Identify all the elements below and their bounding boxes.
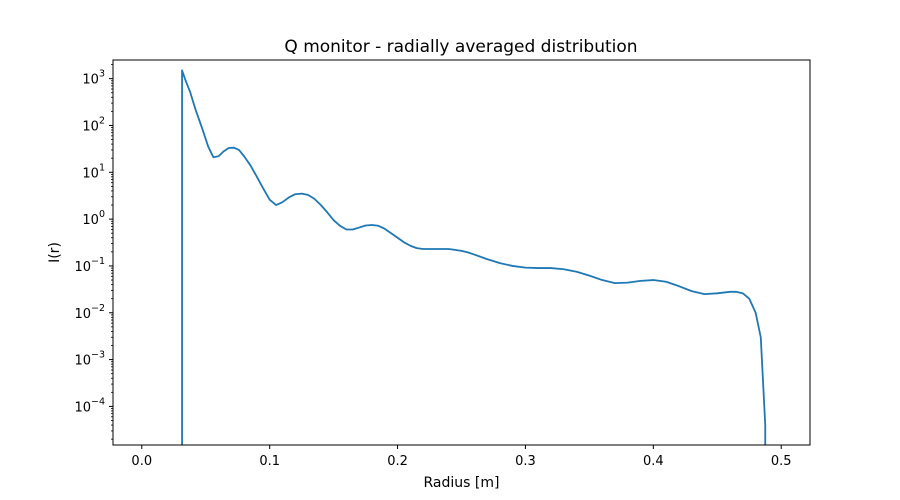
y-tick-label-exponent: −2	[91, 303, 105, 314]
y-axis-label: I(r)	[47, 242, 63, 263]
x-tick-label: 0.3	[515, 454, 536, 469]
y-tick-label-base: 10	[74, 354, 91, 369]
x-tick-label: 0.4	[643, 454, 664, 469]
y-tick-label: 10−1	[74, 256, 105, 275]
x-tick-label: 0.1	[259, 454, 280, 469]
y-tick-label-exponent: 0	[99, 209, 105, 220]
y-tick-label: 10−4	[74, 396, 105, 415]
plot-frame	[112, 59, 811, 446]
y-tick-label: 103	[82, 69, 105, 88]
x-axis-label: Radius [m]	[424, 475, 500, 491]
x-tick-label: 0.2	[387, 454, 408, 469]
y-tick-label-base: 10	[82, 213, 99, 228]
y-tick-label-base: 10	[82, 73, 99, 88]
y-tick-label: 101	[82, 162, 105, 181]
y-tick-label: 10−3	[74, 350, 105, 369]
x-tick-label: 0.5	[771, 454, 792, 469]
y-tick-label: 102	[82, 115, 105, 134]
y-tick-label-base: 10	[82, 166, 99, 181]
y-tick-label-base: 10	[82, 119, 99, 134]
chart-title: Q monitor - radially averaged distributi…	[284, 37, 637, 57]
x-tick-label: 0.0	[131, 454, 152, 469]
series-layer	[181, 69, 767, 445]
y-tick-label-exponent: 2	[99, 115, 105, 126]
y-tick-label-base: 10	[74, 260, 91, 275]
series-line	[181, 69, 767, 445]
y-tick-label: 100	[82, 209, 105, 228]
x-axis-ticks: 0.0 0.1 0.2 0.3 0.4 0.5	[131, 445, 792, 469]
y-tick-label-exponent: 3	[99, 69, 105, 80]
y-tick-label-base: 10	[74, 307, 91, 322]
y-tick-label-exponent: −1	[91, 256, 105, 267]
y-tick-label-exponent: −3	[91, 350, 105, 361]
y-tick-label-base: 10	[74, 400, 91, 415]
y-tick-label-exponent: −4	[91, 396, 105, 407]
y-tick-label-exponent: 1	[99, 162, 105, 173]
y-tick-label: 10−2	[74, 303, 105, 322]
